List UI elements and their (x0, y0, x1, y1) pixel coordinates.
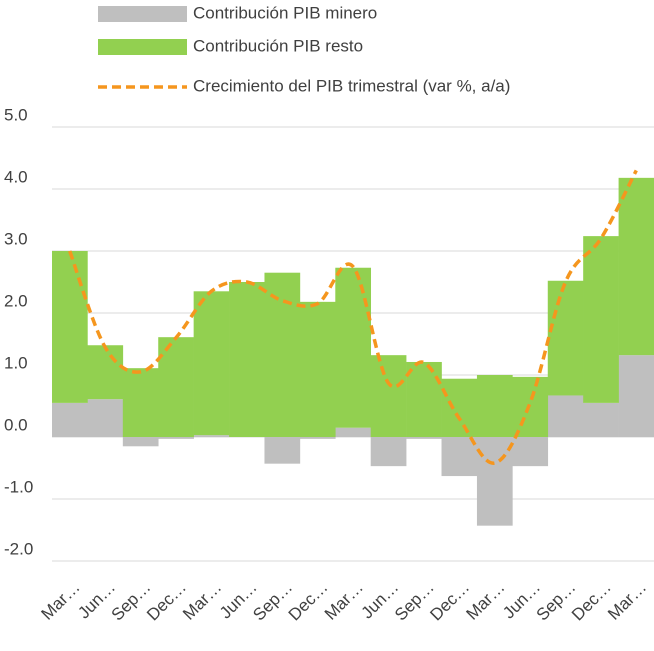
y-tick-label: 2.0 (4, 291, 28, 310)
x-tick-label: Mar… (38, 578, 84, 624)
y-tick-label: -2.0 (4, 539, 33, 558)
bar-segment (122, 437, 159, 447)
bar-segment (476, 375, 513, 437)
bar-segment (618, 177, 654, 356)
bar-segment (441, 437, 478, 477)
legend-label: Contribución PIB minero (193, 3, 377, 22)
bar-segment (512, 437, 549, 467)
legend-label: Crecimiento del PIB trimestral (var %, a… (193, 76, 510, 95)
bar-segment (335, 267, 372, 428)
legend-label: Contribución PIB resto (193, 36, 363, 55)
y-tick-label: -1.0 (4, 477, 33, 496)
x-tick-label: Sep… (391, 578, 438, 625)
bar-segment (618, 355, 654, 437)
bar-segment (52, 251, 88, 403)
bar-segment (264, 437, 301, 464)
bar-segment (229, 282, 265, 437)
bar-segment (299, 437, 336, 439)
legend-swatch (98, 39, 187, 55)
bar-segment (406, 437, 442, 439)
x-tick-label: Dec… (568, 578, 615, 625)
x-tick-label: Sep… (249, 578, 296, 625)
y-tick-label: 4.0 (4, 167, 28, 186)
bar-segment (370, 355, 407, 437)
x-tick-label: Mar… (604, 578, 650, 624)
bar-segment (583, 236, 619, 403)
bar-segment (193, 435, 230, 437)
bar-segment (583, 402, 619, 437)
bar-segment (158, 437, 194, 439)
bar-segment (441, 378, 478, 437)
bar-segment (406, 361, 442, 437)
x-tick-label: Sep… (108, 578, 155, 625)
y-tick-label: 3.0 (4, 229, 28, 248)
bar-segment (193, 291, 230, 436)
line (68, 169, 638, 465)
x-tick-label: Dec… (143, 578, 190, 625)
x-tick-label: Mar… (321, 578, 367, 624)
bar-segment (87, 399, 124, 437)
bar-segment (52, 402, 88, 437)
bar-segment (370, 437, 407, 467)
bar-segment (335, 427, 372, 437)
y-tick-label: 1.0 (4, 353, 28, 372)
x-tick-label: Dec… (426, 578, 473, 625)
x-tick-label: Mar… (462, 578, 508, 624)
bar-segment (158, 337, 194, 437)
y-tick-label: 5.0 (4, 105, 28, 124)
x-tick-label: Sep… (533, 578, 580, 625)
bar-segment (87, 345, 124, 400)
bar-segment (547, 280, 584, 396)
bar-segment (299, 301, 336, 437)
x-tick-label: Dec… (285, 578, 332, 625)
bar-segment (264, 272, 301, 437)
y-tick-label: 0.0 (4, 415, 28, 434)
bar-segment (547, 395, 584, 437)
x-tick-label: Mar… (179, 578, 225, 624)
bar-segment (476, 437, 513, 526)
legend-swatch (98, 6, 187, 22)
bars (52, 177, 654, 526)
bar-segment (122, 368, 159, 437)
